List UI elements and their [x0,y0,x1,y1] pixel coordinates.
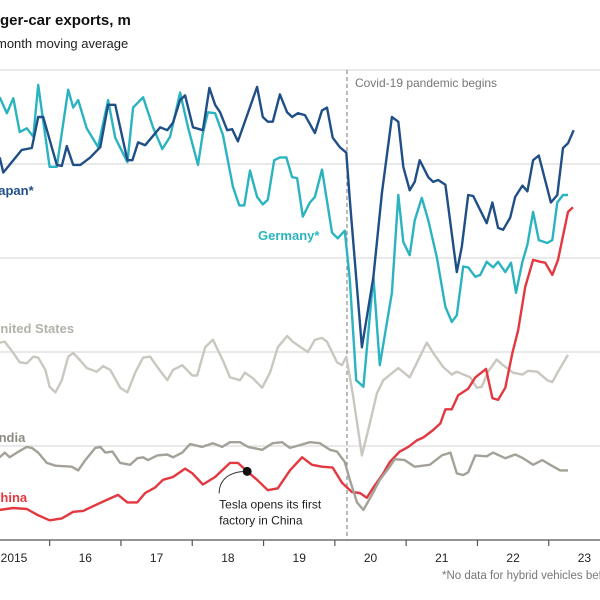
x-tick-label: 20 [364,551,378,565]
x-axis: 2015 16 17 18 19 20 21 22 23 [0,539,600,565]
x-tick-label: 16 [79,551,93,565]
x-tick-label: 21 [435,551,449,565]
label-germany: Germany* [258,228,320,243]
series-line-china [0,206,574,522]
x-tick-label: 19 [293,551,307,565]
gridlines [0,69,600,447]
tesla-annotation-leader [218,470,248,494]
tesla-annotation-line1: Tesla opens its first [219,497,322,511]
series-lines [0,83,575,522]
chart-subtitle: month moving average [0,36,129,51]
covid-annotation: Covid-19 pandemic begins [355,76,497,90]
chart-title: ger-car exports, m [0,12,131,29]
series-line-united-states [0,334,570,457]
label-india: India [0,430,26,445]
series-line-japan [0,85,575,349]
x-tick-label: 17 [150,551,164,565]
label-united-states: United States [0,321,74,336]
label-china: China [0,490,28,505]
x-tick-label: 23 [578,551,592,565]
x-tick-label: 2015 [1,551,28,565]
x-tick-label: 22 [506,551,520,565]
x-tick-label: 18 [221,551,235,565]
series-line-germany [0,83,568,388]
tesla-annotation-line2: factory in China [219,513,303,527]
footnote: *No data for hybrid vehicles befo [442,570,600,582]
tesla-annotation-dot [242,466,252,476]
series-line-india [0,441,568,512]
label-japan: Japan* [0,183,35,198]
